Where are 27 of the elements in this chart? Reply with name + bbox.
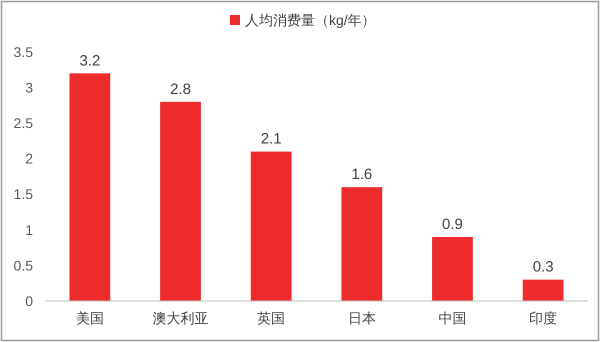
y-tick-label: 0 — [25, 292, 34, 309]
bar — [250, 152, 292, 301]
y-tick-label: 2.5 — [14, 115, 34, 132]
data-label: 0.3 — [532, 258, 554, 276]
data-label: 3.2 — [79, 52, 100, 70]
x-tick-label: 中国 — [438, 310, 466, 326]
y-tick-label: 3.5 — [14, 44, 34, 60]
x-tick-label: 日本 — [348, 310, 376, 326]
data-label: 2.1 — [260, 130, 282, 148]
y-tick-label: 3 — [25, 79, 34, 96]
y-tick-label: 2 — [25, 150, 34, 167]
data-label: 1.6 — [351, 166, 372, 184]
data-label: 0.9 — [442, 216, 463, 233]
bar — [522, 280, 564, 301]
bar — [341, 187, 382, 301]
x-tick-label: 印度 — [529, 310, 558, 326]
y-tick-label: 1.5 — [14, 186, 34, 202]
x-tick-label: 澳大利亚 — [152, 310, 209, 326]
x-tick-label: 美国 — [76, 310, 104, 326]
bar — [432, 236, 473, 301]
y-tick-label: 1 — [25, 222, 34, 238]
y-tick-label: 0.5 — [14, 257, 34, 274]
bar — [160, 102, 201, 301]
bar — [69, 73, 110, 301]
x-tick-label: 英国 — [257, 310, 286, 326]
legend-label: 人均消费量（kg/年） — [245, 12, 376, 28]
data-label: 2.8 — [170, 80, 191, 98]
